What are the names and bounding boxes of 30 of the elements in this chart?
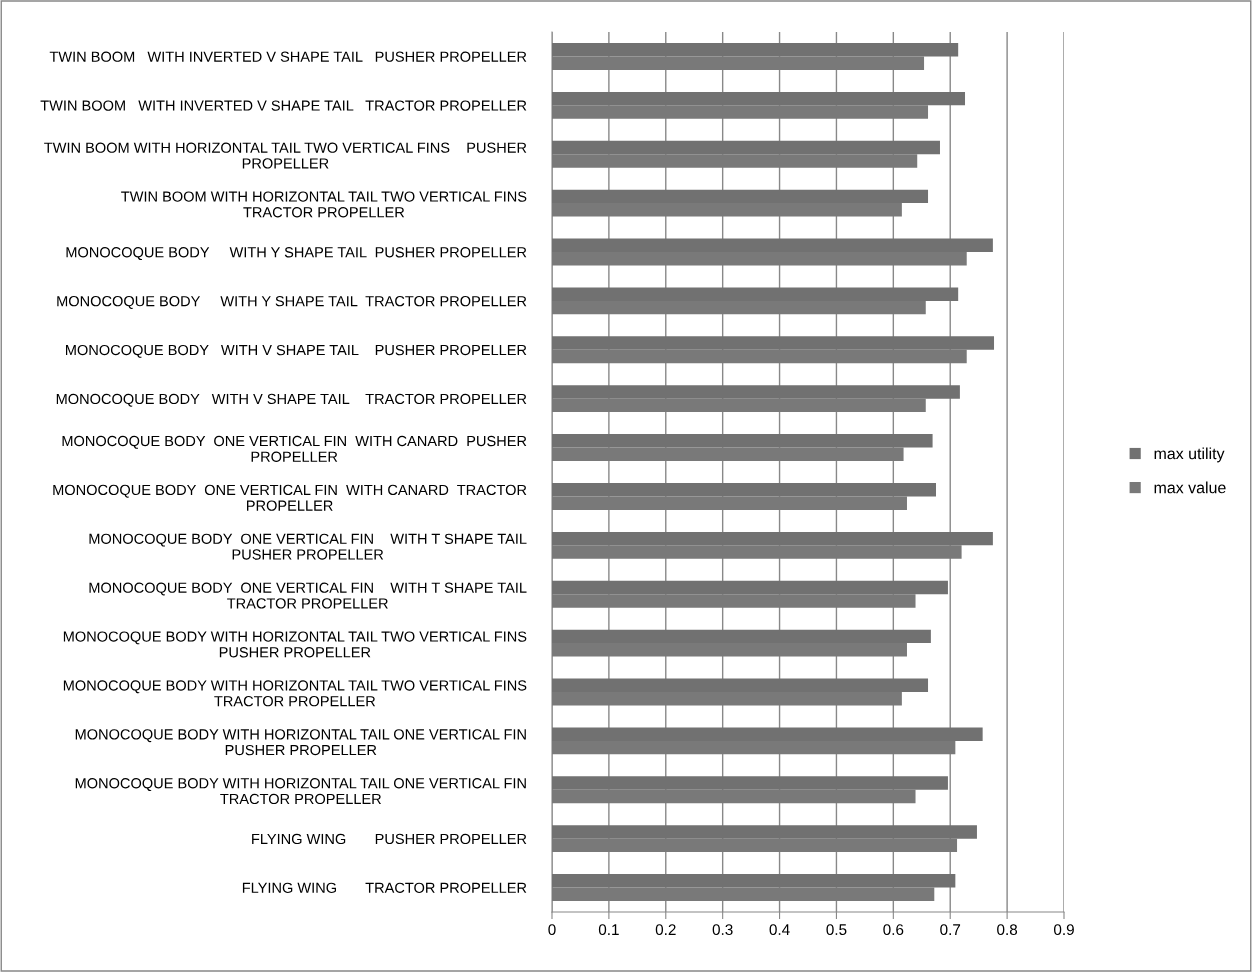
x-tick-label: 0.3 <box>712 924 733 936</box>
y-tick-label: FLYING WING PUSHER PROPELLER <box>252 833 527 845</box>
y-tick-label: MONOCOQUE BODY WITH V SHAPE TAIL PUSHER PROPELLER <box>66 344 527 358</box>
x-tick-label: 0.9 <box>1053 924 1074 936</box>
y-tick-label: MONOCOQUE BODY WITH HORIZONTAL TAIL TWO VERTICAL FINS PUSHER PROPELLER <box>63 631 527 658</box>
y-tick-label: TWIN BOOM WITH INVERTED V SHAPE TAIL TRACTOR PROPELLER <box>40 100 527 111</box>
y-tick-label: MONOCOQUE BODY WITH V SHAPE TAIL TRACTOR PROPELLER <box>56 393 527 407</box>
y-tick-label: TWIN BOOM WITH INVERTED V SHAPE TAIL PUSHER PROPELLER <box>49 51 527 62</box>
y-tick-label: MONOCOQUE BODY WITH HORIZONTAL TAIL ONE VERTICAL FIN PUSHER PROPELLER <box>75 729 526 756</box>
x-tick-label: 0.4 <box>769 924 790 936</box>
y-tick-label: MONOCOQUE BODY WITH HORIZONTAL TAIL ONE VERTICAL FIN TRACTOR PROPELLER <box>75 778 526 805</box>
y-tick-label: TWIN BOOM WITH HORIZONTAL TAIL TWO VERTICAL FINS PUSHER PROPELLER <box>44 142 527 169</box>
y-tick-label: MONOCOQUE BODY ONE VERTICAL FIN WITH CANARD PUSHER PROPELLER <box>62 435 527 462</box>
x-tick-label: 0.7 <box>940 924 961 936</box>
x-tick-label: 0 <box>548 924 556 936</box>
x-tick-label: 0.8 <box>997 924 1018 936</box>
x-tick-label: 0.5 <box>826 924 847 936</box>
x-tick-label: 0.1 <box>598 924 619 936</box>
y-tick-label: MONOCOQUE BODY WITH Y SHAPE TAIL PUSHER PROPELLER <box>66 247 527 261</box>
y-tick-label: FLYING WING TRACTOR PROPELLER <box>242 882 527 893</box>
y-tick-label: TWIN BOOM WITH HORIZONTAL TAIL TWO VERTICAL FINS TRACTOR PROPELLER <box>121 191 527 218</box>
y-tick-label: MONOCOQUE BODY ONE VERTICAL FIN WITH CANARD TRACTOR PROPELLER <box>53 484 527 511</box>
legend-label: max value <box>1154 481 1226 494</box>
legend-label: max utility <box>1154 447 1225 463</box>
x-tick-label: 0.6 <box>883 924 904 936</box>
y-tick-label: MONOCOQUE BODY ONE VERTICAL FIN WITH T SHAPE TAIL PUSHER PROPELLER <box>89 533 527 560</box>
y-tick-label: MONOCOQUE BODY ONE VERTICAL FIN WITH T SHAPE TAIL TRACTOR PROPELLER <box>89 582 527 609</box>
x-tick-label: 0.2 <box>655 924 676 936</box>
y-tick-label: MONOCOQUE BODY WITH HORIZONTAL TAIL TWO VERTICAL FINS TRACTOR PROPELLER <box>63 680 527 707</box>
y-tick-label: MONOCOQUE BODY WITH Y SHAPE TAIL TRACTOR PROPELLER <box>57 295 527 309</box>
